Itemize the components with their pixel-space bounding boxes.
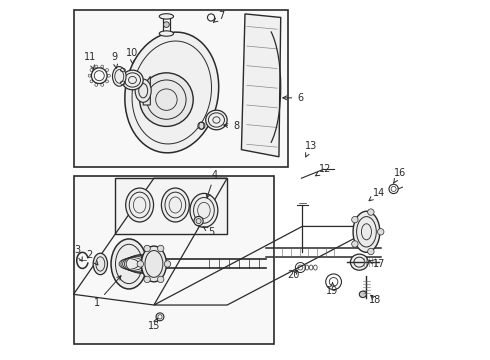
Circle shape bbox=[144, 245, 150, 252]
Ellipse shape bbox=[111, 239, 147, 289]
Text: 4: 4 bbox=[206, 170, 218, 198]
Text: 20: 20 bbox=[287, 270, 299, 280]
Ellipse shape bbox=[190, 193, 218, 227]
Text: 6: 6 bbox=[283, 93, 303, 103]
Ellipse shape bbox=[353, 211, 380, 252]
Text: 8: 8 bbox=[224, 121, 239, 131]
Text: 16: 16 bbox=[393, 168, 407, 183]
Circle shape bbox=[368, 248, 374, 255]
Ellipse shape bbox=[122, 70, 143, 90]
Ellipse shape bbox=[159, 31, 173, 36]
Polygon shape bbox=[242, 14, 281, 157]
Circle shape bbox=[157, 245, 164, 252]
Text: 5: 5 bbox=[203, 226, 214, 237]
Ellipse shape bbox=[359, 291, 367, 297]
Circle shape bbox=[164, 22, 169, 27]
Text: 15: 15 bbox=[147, 318, 160, 332]
Text: 9: 9 bbox=[112, 52, 118, 68]
Ellipse shape bbox=[161, 188, 189, 222]
Text: 3: 3 bbox=[74, 245, 82, 261]
Text: 2: 2 bbox=[86, 250, 98, 265]
Text: 14: 14 bbox=[369, 188, 385, 201]
Text: 12: 12 bbox=[316, 164, 332, 176]
Circle shape bbox=[368, 209, 374, 215]
Text: 7: 7 bbox=[214, 11, 225, 22]
Text: 13: 13 bbox=[305, 141, 317, 157]
Ellipse shape bbox=[126, 188, 153, 222]
Circle shape bbox=[194, 216, 203, 226]
Text: 18: 18 bbox=[369, 295, 382, 305]
Ellipse shape bbox=[159, 14, 173, 19]
Ellipse shape bbox=[142, 246, 167, 282]
Ellipse shape bbox=[135, 79, 151, 102]
Circle shape bbox=[377, 229, 384, 235]
Polygon shape bbox=[143, 76, 150, 105]
Ellipse shape bbox=[132, 41, 212, 144]
Text: 10: 10 bbox=[126, 48, 139, 64]
Circle shape bbox=[140, 73, 193, 126]
Bar bbox=[74, 176, 273, 344]
Ellipse shape bbox=[93, 253, 107, 275]
Text: 17: 17 bbox=[369, 259, 385, 269]
Circle shape bbox=[198, 122, 205, 129]
Bar bbox=[74, 10, 288, 167]
Ellipse shape bbox=[113, 67, 126, 86]
Text: 11: 11 bbox=[83, 52, 96, 69]
Circle shape bbox=[157, 276, 164, 283]
Circle shape bbox=[164, 261, 171, 267]
Circle shape bbox=[144, 276, 150, 283]
Text: 19: 19 bbox=[326, 283, 339, 296]
Ellipse shape bbox=[350, 254, 368, 270]
Circle shape bbox=[352, 216, 358, 223]
Ellipse shape bbox=[206, 110, 227, 130]
Text: 1: 1 bbox=[94, 276, 121, 308]
Circle shape bbox=[352, 241, 358, 247]
Circle shape bbox=[137, 261, 144, 267]
Bar bbox=[115, 178, 227, 234]
Ellipse shape bbox=[125, 32, 219, 153]
